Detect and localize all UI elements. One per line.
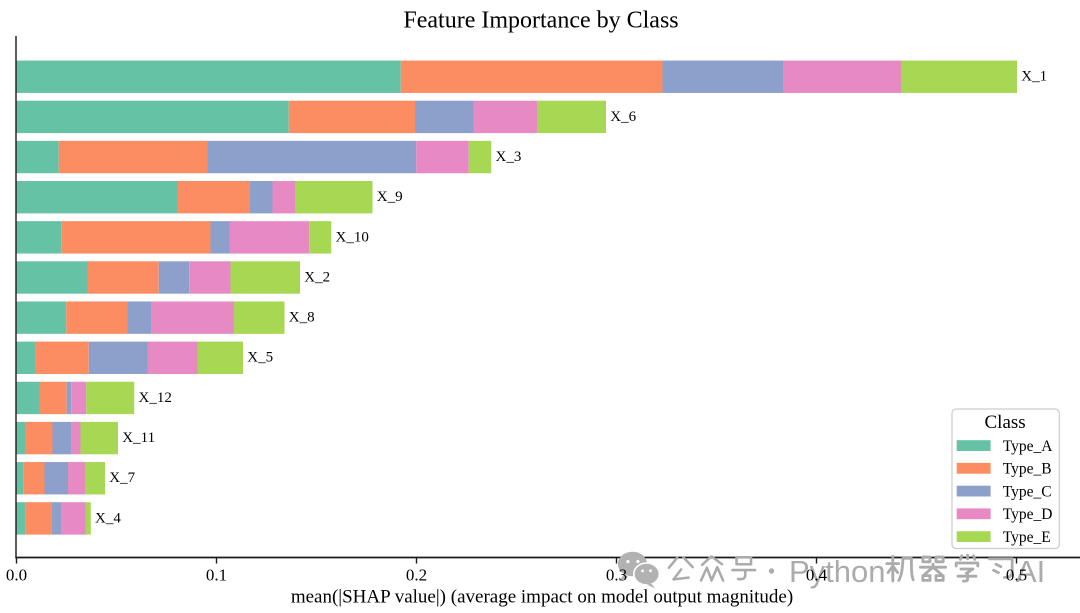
svg-text:Type_E: Type_E (1003, 529, 1051, 546)
svg-text:X_4: X_4 (95, 510, 121, 526)
svg-text:mean(|SHAP value|) (average im: mean(|SHAP value|) (average impact on mo… (291, 587, 793, 608)
svg-text:AI: AI (1016, 554, 1045, 589)
svg-text:0.1: 0.1 (206, 566, 227, 585)
svg-text:X_10: X_10 (336, 229, 369, 245)
svg-text:Feature Importance by Class: Feature Importance by Class (403, 8, 678, 34)
svg-text:X_7: X_7 (109, 470, 135, 486)
svg-text:X_12: X_12 (139, 390, 172, 406)
svg-text:X_3: X_3 (496, 149, 522, 165)
svg-text:0.3: 0.3 (606, 566, 627, 585)
svg-text:0.5: 0.5 (1006, 566, 1027, 585)
svg-text:X_5: X_5 (247, 350, 273, 366)
svg-text:X_11: X_11 (122, 430, 155, 446)
svg-text:X_2: X_2 (304, 269, 330, 285)
svg-text:X_9: X_9 (377, 189, 403, 205)
svg-text:Class: Class (985, 412, 1026, 433)
svg-text:X_8: X_8 (289, 310, 315, 326)
svg-text:Type_C: Type_C (1003, 483, 1052, 500)
svg-text:Type_B: Type_B (1003, 461, 1052, 478)
svg-text:Type_A: Type_A (1003, 438, 1054, 455)
svg-text:X_6: X_6 (610, 109, 636, 125)
svg-text:0.2: 0.2 (406, 566, 427, 585)
svg-text:X_1: X_1 (1021, 69, 1047, 85)
svg-text:Type_D: Type_D (1003, 506, 1053, 523)
svg-text:0.0: 0.0 (6, 566, 27, 585)
svg-text:0.4: 0.4 (806, 566, 828, 585)
svg-text:Python: Python (789, 554, 886, 589)
